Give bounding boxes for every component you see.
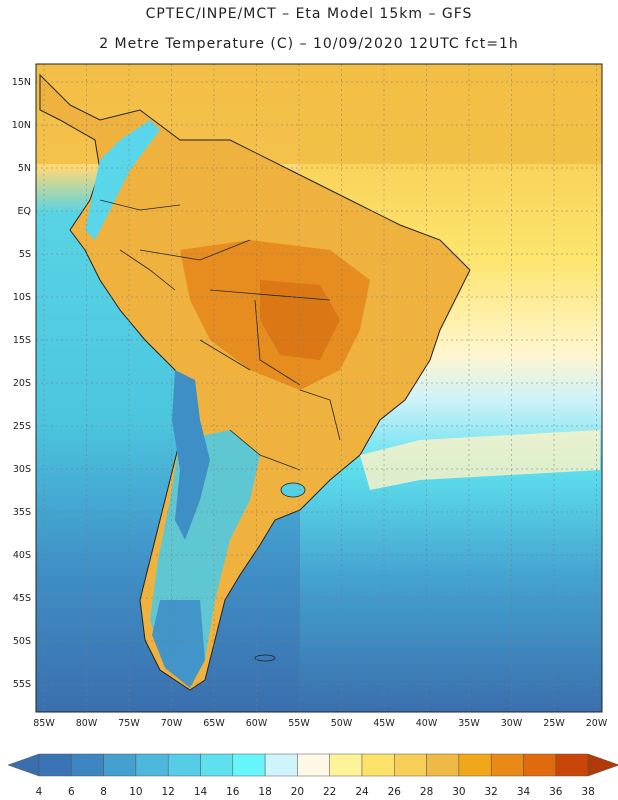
map-title-line1: CPTEC/INPE/MCT – Eta Model 15km – GFS [145,6,473,22]
lat-label: 55S [13,679,31,690]
colorbar-label: 28 [420,786,433,798]
lat-label: 40S [13,550,31,561]
colorbar-swatch [490,753,524,777]
lon-label: 85W [33,718,55,729]
colorbar-label: 14 [194,786,208,798]
lat-label: 20S [13,378,31,389]
colorbar-label: 30 [452,786,465,798]
colorbar-swatch [264,753,298,777]
map-frame [35,63,603,713]
colorbar-label: 22 [323,786,336,798]
colorbar-swatch [200,753,234,777]
coastal-warm-band [360,430,600,490]
colorbar-label: 32 [485,786,498,798]
lon-label: 60W [246,718,268,729]
colorbar-label: 18 [258,786,271,798]
lagoon-outline [280,482,306,498]
colorbar-label: 12 [162,786,175,798]
colorbar-label: 36 [549,786,563,798]
colorbar-swatch [71,753,104,777]
country-borders [99,199,341,471]
colorbar-label: 20 [291,786,304,798]
colorbar-swatch [135,753,169,777]
lon-label: 45W [373,718,395,729]
longitude-axis: 85W 80W 75W 70W 65W 60W 55W 50W 45W 40W … [33,718,608,729]
lat-label: 30S [13,464,31,475]
colorbar-swatch [523,753,557,777]
lat-label: 10N [12,120,31,131]
lon-label: 35W [458,718,480,729]
colorbar-under-arrow [7,753,40,777]
andes-north-cold-strip [85,120,160,240]
lon-label: 75W [118,718,140,729]
andes-south-cold-strip [172,370,210,540]
falkland-islands-outline [254,654,276,662]
colorbar-swatch [297,753,330,777]
lon-label: 50W [331,718,353,729]
lat-label: 50S [13,636,31,647]
colorbar-label: 26 [388,786,402,798]
lat-label: 45S [13,593,31,604]
colorbar-label: 8 [100,786,107,798]
colorbar-swatch [555,753,589,777]
colorbar: 4 6 8 10 12 14 16 18 20 22 24 26 28 30 32 34 36 38 [7,753,618,798]
latitude-axis: 15N 10N 5N EQ 5S 10S 15S 20S 25S 30S 35S… [12,77,31,690]
colorbar-swatch [394,753,427,777]
graticule [36,64,602,712]
colorbar-over-arrow [587,753,618,777]
colorbar-label: 10 [129,786,142,798]
lat-label: 15N [12,77,31,88]
colorbar-label: 34 [517,786,531,798]
colorbar-swatch [458,753,492,777]
colorbar-swatch [232,753,266,777]
lat-label: 5S [19,249,31,260]
colorbar-label: 16 [226,786,240,798]
colorbar-swatch [329,753,363,777]
colorbar-label: 24 [355,786,369,798]
map-title-line2: 2 Metre Temperature (C) – 10/09/2020 12U… [99,36,519,52]
temperature-field [36,64,602,712]
lon-label: 40W [416,718,438,729]
lat-label: 25S [13,421,31,432]
lat-label: 15S [13,335,31,346]
colorbar-swatch [361,753,395,777]
lat-label: 35S [13,507,31,518]
lon-label: 30W [501,718,523,729]
lat-label: 5N [18,163,31,174]
colorbar-swatch [38,753,72,777]
lon-label: 55W [288,718,310,729]
lon-label: 25W [543,718,565,729]
colorbar-swatch [103,753,137,777]
lat-label: 10S [13,292,31,303]
lat-label: EQ [18,206,31,217]
south-america-landmass [39,73,471,691]
colorbar-label: 38 [581,786,594,798]
colorbar-swatch [426,753,460,777]
lon-label: 65W [203,718,225,729]
colorbar-swatch [167,753,201,777]
lon-label: 70W [161,718,183,729]
colorbar-label: 4 [36,786,43,798]
hottest-core-region [260,280,340,360]
patagonia-cold-region [152,600,205,688]
lon-label: 20W [586,718,608,729]
colorbar-label: 6 [68,786,75,798]
lon-label: 80W [76,718,98,729]
